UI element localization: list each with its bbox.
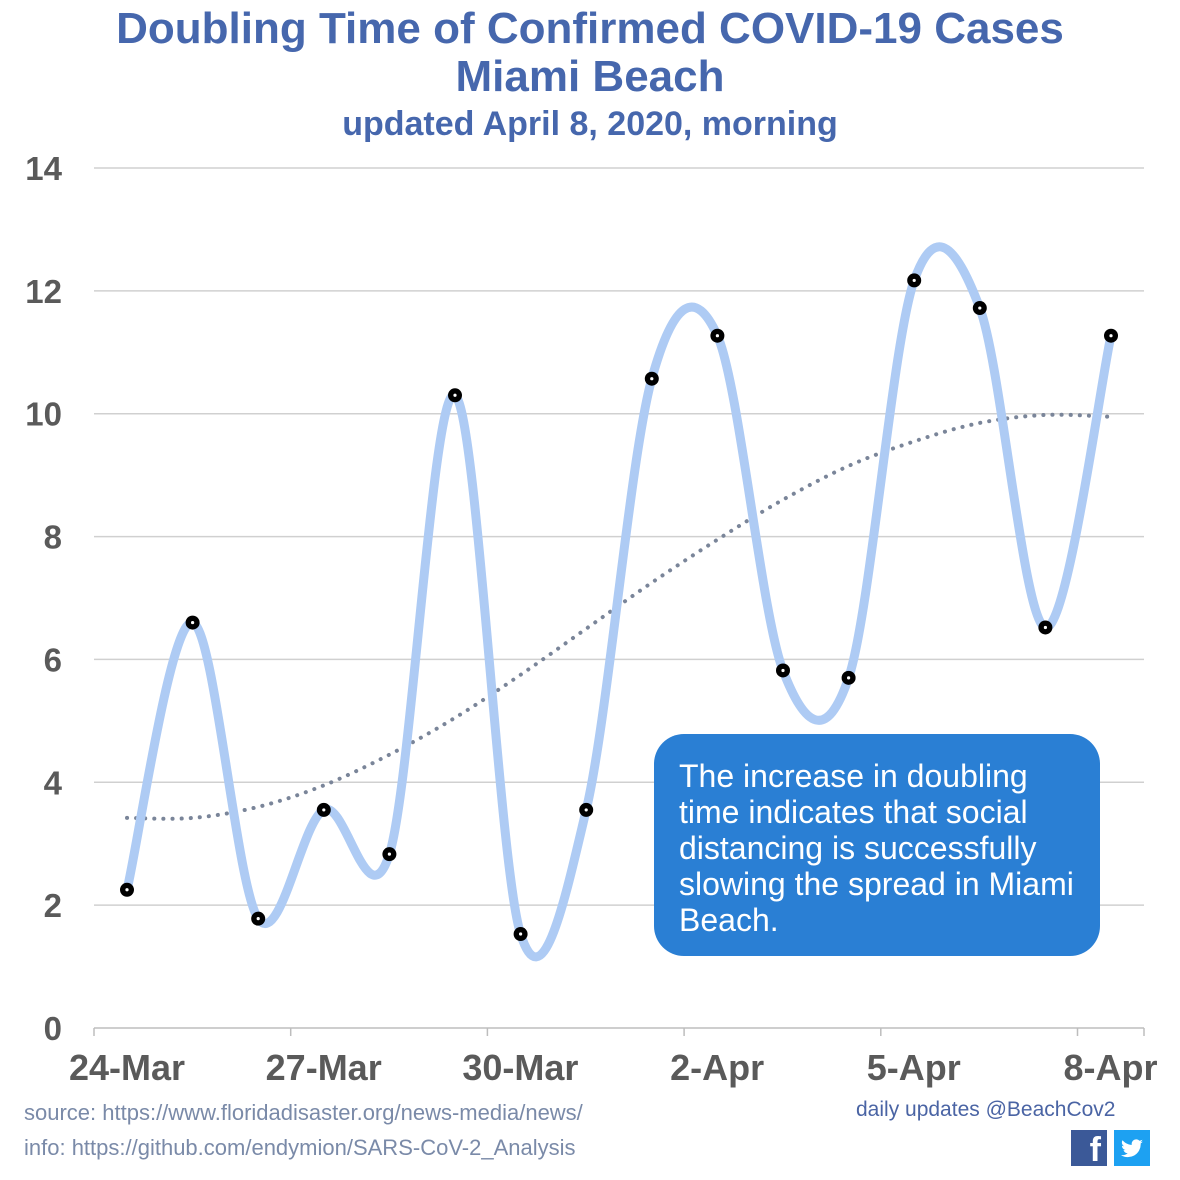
y-tick-label: 8 [44,519,62,556]
data-point-center [191,620,195,625]
y-tick-label: 4 [44,764,63,801]
x-tick-label: 5-Apr [867,1047,961,1088]
y-tick-label: 6 [44,641,62,678]
facebook-icon[interactable]: f [1071,1130,1107,1166]
x-tick-label: 24-Mar [69,1047,185,1088]
x-tick-label: 8-Apr [1063,1047,1157,1088]
data-point-center [322,808,326,812]
y-tick-label: 10 [25,396,62,433]
data-point-center [650,377,654,381]
source-note: source: https://www.floridadisaster.org/… [24,1100,583,1125]
data-point-center [519,932,523,936]
daily-updates-note: daily updates @BeachCov2 [856,1098,1116,1121]
data-point-center [453,393,457,397]
x-tick-label: 30-Mar [462,1047,578,1088]
chart-subtitle: updated April 8, 2020, morning [342,105,838,143]
annotation-callout: The increase in doubling time indicates … [654,734,1100,956]
data-point-center [715,334,720,338]
data-point-center [584,808,588,812]
series-line [122,242,1116,962]
data-point-center [1043,625,1047,630]
data-point-center [387,852,391,856]
x-tick-label: 2-Apr [670,1047,764,1088]
data-point-center [256,917,260,921]
y-tick-label: 0 [44,1010,62,1047]
chart-title-location: Miami Beach [455,52,725,101]
y-tick-label: 14 [25,150,62,187]
data-point-center [781,668,785,673]
chart-title: Doubling Time of Confirmed COVID-19 Case… [116,4,1064,53]
data-point-center [978,306,982,310]
y-tick-label: 2 [44,887,62,924]
x-tick-label: 27-Mar [266,1047,382,1088]
y-tick-label: 12 [25,273,62,310]
data-point-center [847,676,851,680]
info-note: info: https://github.com/endymion/SARS-C… [24,1135,576,1160]
twitter-icon[interactable] [1114,1130,1150,1166]
data-point-center [1109,334,1113,338]
data-point-center [125,888,129,892]
data-point-center [912,278,916,283]
